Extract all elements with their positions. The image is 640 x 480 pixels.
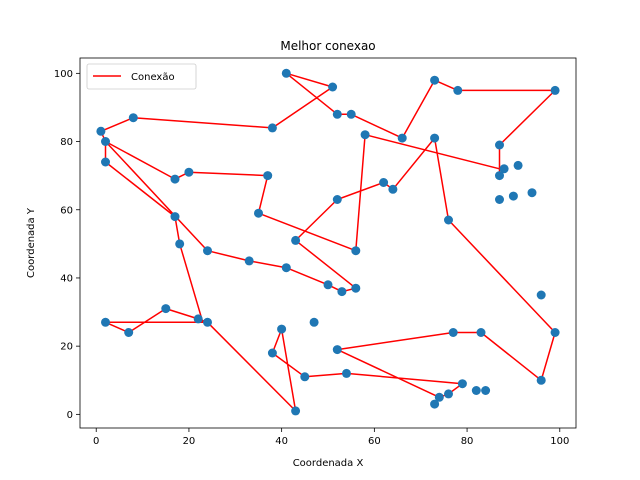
data-point bbox=[332, 345, 342, 355]
legend-label: Conexão bbox=[131, 72, 175, 83]
data-point bbox=[184, 167, 194, 177]
data-point bbox=[536, 290, 546, 300]
data-point bbox=[203, 317, 212, 327]
data-point bbox=[508, 191, 518, 201]
x-tick-label: 40 bbox=[275, 436, 288, 447]
data-point bbox=[244, 256, 254, 266]
data-point bbox=[291, 406, 301, 416]
data-point bbox=[281, 68, 291, 78]
y-tick-label: 100 bbox=[54, 69, 73, 80]
data-point bbox=[128, 113, 138, 123]
data-point bbox=[448, 328, 458, 337]
data-point bbox=[175, 239, 185, 249]
data-point bbox=[342, 368, 351, 378]
data-point bbox=[388, 184, 398, 194]
data-point bbox=[346, 109, 356, 119]
y-tick-label: 60 bbox=[60, 205, 73, 216]
data-point bbox=[379, 178, 389, 187]
data-point bbox=[281, 263, 291, 273]
data-point bbox=[430, 133, 440, 143]
data-point bbox=[499, 164, 509, 174]
data-point bbox=[471, 386, 481, 395]
data-point bbox=[101, 317, 110, 327]
data-point bbox=[170, 174, 180, 184]
data-point bbox=[309, 317, 319, 327]
legend-box bbox=[86, 63, 197, 90]
data-point bbox=[254, 208, 263, 218]
data-point bbox=[267, 123, 277, 133]
data-point bbox=[300, 372, 310, 382]
y-axis-ticks: 0 20 40 60 80 100 bbox=[54, 69, 80, 421]
x-tick-label: 100 bbox=[550, 436, 569, 447]
data-point bbox=[323, 280, 333, 290]
y-tick-label: 80 bbox=[60, 137, 73, 148]
x-axis-label: Coordenada X bbox=[293, 458, 364, 469]
data-point bbox=[170, 212, 180, 222]
x-axis-ticks: 0 20 40 60 80 100 bbox=[93, 428, 569, 447]
x-tick-label: 80 bbox=[461, 436, 474, 447]
chart-title: Melhor conexao bbox=[280, 39, 375, 53]
data-point bbox=[96, 126, 106, 136]
y-axis-label: Coordenada Y bbox=[26, 207, 37, 278]
y-tick-label: 40 bbox=[60, 273, 73, 284]
data-point bbox=[444, 389, 453, 399]
data-point bbox=[277, 324, 287, 334]
data-point bbox=[267, 348, 277, 358]
data-point bbox=[351, 283, 361, 293]
plot-frame bbox=[79, 57, 577, 429]
data-point bbox=[453, 85, 463, 95]
data-point bbox=[397, 133, 407, 143]
x-tick-label: 20 bbox=[183, 436, 196, 447]
data-point bbox=[527, 188, 537, 198]
data-point bbox=[203, 246, 212, 256]
data-point bbox=[328, 82, 338, 92]
data-point bbox=[332, 109, 342, 119]
data-point bbox=[550, 85, 560, 95]
data-point bbox=[332, 195, 342, 204]
data-point bbox=[193, 314, 203, 324]
points-layer bbox=[96, 68, 560, 416]
data-point bbox=[536, 375, 546, 385]
data-point bbox=[101, 157, 110, 167]
data-point bbox=[550, 328, 560, 337]
data-point bbox=[481, 386, 491, 395]
data-point bbox=[430, 399, 440, 409]
data-point bbox=[351, 246, 361, 256]
data-point bbox=[495, 171, 504, 181]
data-point bbox=[124, 328, 134, 337]
x-tick-label: 60 bbox=[368, 436, 381, 447]
data-point bbox=[513, 160, 523, 170]
y-tick-label: 0 bbox=[67, 410, 73, 421]
data-point bbox=[263, 171, 273, 181]
data-point bbox=[434, 392, 444, 402]
x-tick-label: 0 bbox=[93, 436, 99, 447]
data-point bbox=[457, 379, 467, 389]
data-point bbox=[430, 75, 440, 85]
data-point bbox=[495, 140, 504, 150]
data-point bbox=[101, 137, 110, 146]
data-point bbox=[476, 328, 486, 337]
data-point bbox=[291, 235, 301, 245]
data-point bbox=[444, 215, 453, 225]
data-point bbox=[360, 130, 370, 140]
y-tick-label: 20 bbox=[60, 342, 73, 353]
data-point bbox=[337, 287, 347, 297]
data-point bbox=[495, 195, 504, 204]
plot-area bbox=[96, 68, 560, 416]
data-point bbox=[161, 304, 171, 314]
legend: Conexão bbox=[86, 63, 197, 90]
